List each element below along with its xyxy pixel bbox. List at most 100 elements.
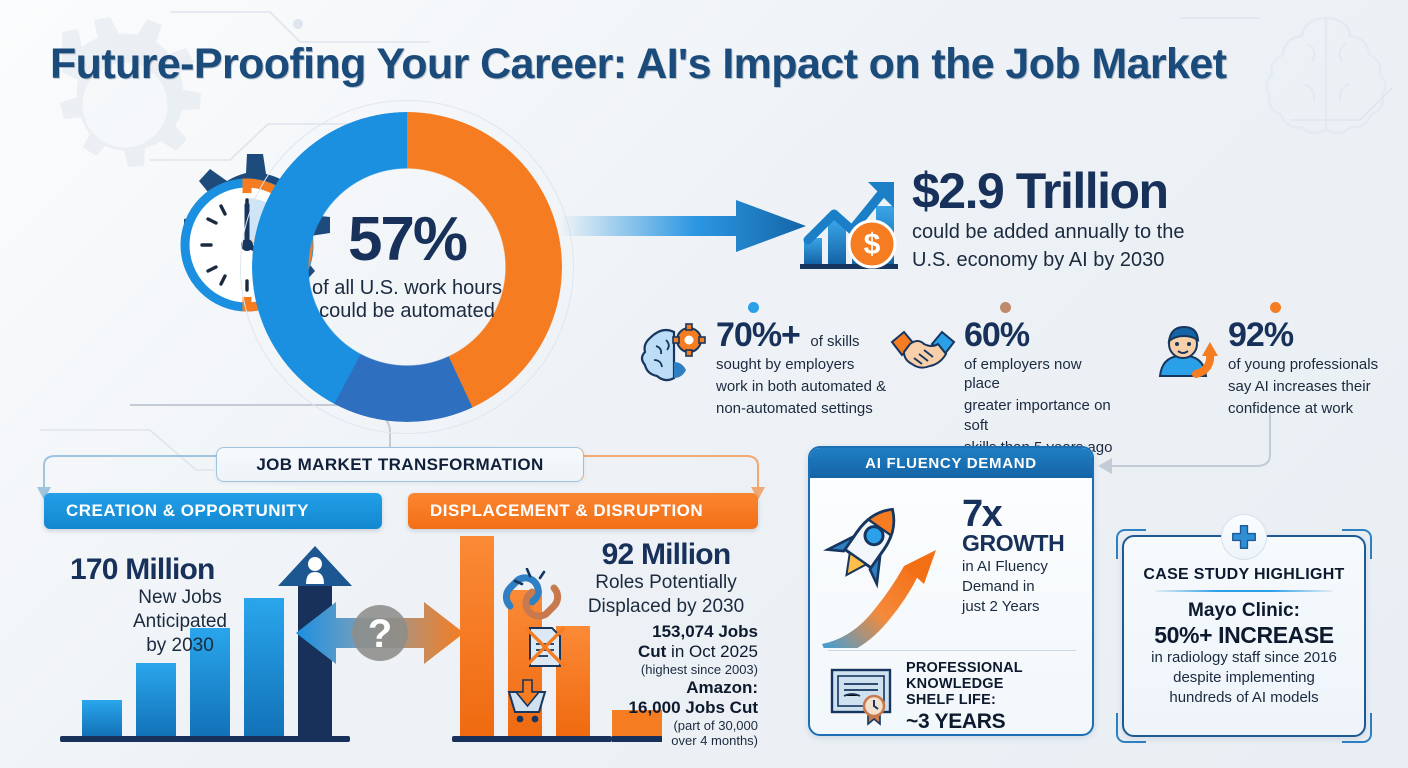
stat-3-number: 92%	[1228, 316, 1294, 354]
rocket-growth-icon	[822, 507, 936, 648]
certificate-clock-icon	[830, 668, 892, 726]
bidirectional-uncertainty-arrows: ?	[296, 602, 464, 664]
page-title: Future-Proofing Your Career: AI's Impact…	[50, 40, 1227, 88]
question-mark-label: ?	[368, 612, 392, 656]
knowledge-shelf-life-block: PROFESSIONAL KNOWLEDGE SHELF LIFE: ~3 YE…	[906, 660, 1082, 734]
fact-1-line1: 153,074 Jobs	[652, 622, 758, 641]
cart-down-arrow-icon	[507, 679, 547, 723]
bar-creation-4	[244, 598, 284, 736]
donut-halo-ring	[240, 100, 574, 434]
automation-donut-chart: 57% of all U.S. work hours could be auto…	[240, 100, 574, 434]
stat-3-line3: confidence at work	[1228, 400, 1354, 418]
stat-2-number: 60%	[964, 316, 1030, 354]
fact-jobs-cut-oct: 153,074 Jobs Cut in Oct 2025 (highest si…	[525, 622, 758, 678]
stat-1-tag: of skills	[810, 333, 860, 350]
connector-arrowhead-left	[1098, 458, 1112, 474]
fact-2-line1: Amazon:	[686, 678, 758, 697]
case-study-desc2: despite implementing	[1173, 669, 1315, 687]
fact-amazon-jobs-cut: Amazon: 16,000 Jobs Cut (part of 30,000 …	[507, 678, 758, 749]
case-study-title: CASE STUDY HIGHLIGHT	[1143, 566, 1345, 583]
stat-1-body: 70%+ of skills sought by employers work …	[716, 318, 890, 419]
connector-stats-to-ai-panel	[1112, 412, 1271, 467]
ai-fluency-header: AI FLUENCY DEMAND	[810, 448, 1092, 478]
corner-bottom-right	[1342, 713, 1372, 743]
case-study-rule	[1155, 590, 1333, 592]
stat-3-body: 92% of young professionals say AI increa…	[1228, 318, 1390, 419]
stat-2-line2: greater importance on soft	[964, 397, 1111, 434]
fact-2-note: (part of 30,000	[673, 718, 758, 734]
bar-creation-3	[190, 628, 230, 736]
band-creation-opportunity: CREATION & OPPORTUNITY	[44, 493, 382, 529]
stat-3-line1: of young professionals	[1228, 356, 1379, 373]
ai-fluency-demand-panel: AI FLUENCY DEMAND	[808, 446, 1094, 736]
trillion-line1: could be added annually to the	[912, 221, 1185, 243]
ai-desc3: just 2 Years	[962, 597, 1040, 615]
corner-top-right	[1342, 529, 1372, 559]
stat-skills-70: 70%+ of skills sought by employers work …	[640, 302, 890, 419]
growth-chart-dollar-icon: $	[800, 182, 898, 269]
stat-dot-1	[748, 302, 759, 313]
bar-displacement-1	[460, 536, 494, 736]
band-displacement-disruption: DISPLACEMENT & DISRUPTION	[408, 493, 758, 529]
fact-2-bold: 16,000 Jobs Cut	[628, 698, 758, 718]
corner-bottom-left	[1116, 713, 1146, 743]
donut-caption: of all U.S. work hours could be automate…	[311, 276, 503, 323]
stat-dot-2	[1000, 302, 1011, 313]
economic-impact-stat: $2.9 Trillion could be added annually to…	[912, 166, 1382, 272]
case-study-desc1: in radiology staff since 2016	[1151, 649, 1337, 667]
shelf-line3: SHELF LIFE:	[906, 692, 997, 709]
flow-arrow-right-icon	[560, 200, 806, 252]
ai-growth-block: 7x GROWTH in AI Fluency Demand in just 2…	[962, 493, 1088, 616]
bar-creation-2	[136, 663, 176, 736]
ai-multiplier: 7x	[962, 493, 1003, 535]
svg-text:$: $	[864, 228, 881, 261]
stat-confidence-92: 92% of young professionals say AI increa…	[1152, 302, 1390, 419]
fact-2-line2: 16,000 Jobs Cut	[556, 698, 758, 718]
donut-center-label: 57% of all U.S. work hours could be auto…	[309, 205, 505, 324]
ai-desc1: in AI Fluency	[962, 557, 1048, 575]
trillion-line2: U.S. economy by AI by 2030	[912, 249, 1165, 271]
fact-1-bold: Cut	[638, 642, 667, 662]
fact-1-rest: in Oct 2025	[666, 642, 758, 662]
trillion-value: $2.9 Trillion	[912, 163, 1169, 219]
fact-2-note2: over 4 months)	[671, 733, 758, 749]
displacement-number: 92 Million	[601, 538, 731, 571]
bar-creation-1	[82, 700, 122, 736]
stat-2-body: 60% of employers now place greater impor…	[964, 318, 1118, 457]
ai-desc2: Demand in	[962, 577, 1035, 595]
bar-displacement-4	[612, 710, 662, 742]
ai-panel-divider	[828, 650, 1076, 651]
fact-1-note: (highest since 2003)	[640, 662, 758, 678]
creation-line2: Anticipated	[132, 611, 227, 633]
handshake-icon	[890, 330, 956, 369]
stat-3-line2: say AI increases their	[1228, 378, 1371, 396]
ai-fluency-body: 7x GROWTH in AI Fluency Demand in just 2…	[810, 478, 1092, 734]
young-professional-icon	[1158, 325, 1218, 378]
document-crossed-out-icon	[525, 627, 565, 667]
creation-line1: New Jobs	[138, 587, 222, 608]
stat-1-line2: work in both automated &	[716, 378, 887, 396]
shelf-value: ~3 YEARS	[906, 709, 1006, 733]
donut-ring	[252, 112, 562, 422]
stat-dot-3	[1270, 302, 1281, 313]
corner-top-left	[1116, 529, 1146, 559]
ai-growth-word: GROWTH	[962, 530, 1065, 557]
donut-percent: 57%	[347, 205, 468, 275]
displacement-line2: Displaced by 2030	[587, 596, 745, 618]
job-market-transformation-badge: JOB MARKET TRANSFORMATION	[216, 447, 584, 482]
stat-employers-60: 60% of employers now place greater impor…	[888, 302, 1118, 457]
stat-2-line1: of employers now place	[964, 356, 1082, 393]
stat-1-line1: sought by employers	[716, 356, 855, 373]
displacement-label: 92 Million Roles Potentially Displaced b…	[566, 540, 766, 618]
medical-plus-icon	[1221, 514, 1267, 560]
case-study-desc3: hundreds of AI models	[1169, 689, 1319, 707]
shelf-line1: PROFESSIONAL	[906, 660, 1023, 676]
creation-number: 170 Million	[70, 553, 215, 586]
case-study-org: Mayo Clinic:	[1188, 600, 1300, 621]
case-study-panel: CASE STUDY HIGHLIGHT Mayo Clinic: 50%+ I…	[1116, 514, 1372, 743]
creation-line3: by 2030	[146, 635, 214, 657]
case-study-headline: 50%+ INCREASE	[1154, 622, 1334, 648]
broken-chain-icon	[502, 568, 562, 620]
shelf-line2: KNOWLEDGE	[906, 676, 1004, 693]
